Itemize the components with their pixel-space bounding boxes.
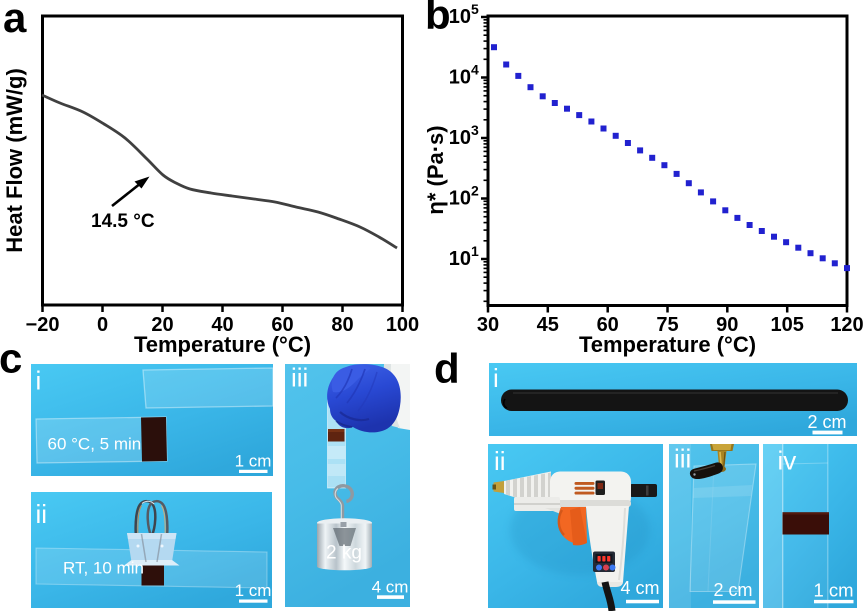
svg-text:10: 10 (449, 127, 471, 149)
svg-text:10: 10 (449, 67, 471, 89)
svg-text:Heat Flow (mW/g): Heat Flow (mW/g) (2, 68, 27, 253)
svg-text:ii: ii (494, 446, 506, 476)
svg-text:90: 90 (716, 314, 738, 336)
svg-text:i: i (36, 366, 42, 396)
svg-text:1 cm: 1 cm (813, 579, 853, 600)
svg-text:10: 10 (449, 248, 471, 270)
svg-text:i: i (493, 363, 499, 393)
svg-text:60: 60 (271, 314, 293, 336)
svg-text:5: 5 (471, 1, 479, 17)
svg-text:4 cm: 4 cm (620, 578, 659, 598)
svg-text:c: c (0, 335, 22, 382)
svg-text:45: 45 (537, 314, 559, 336)
svg-text:ii: ii (36, 499, 48, 529)
svg-text:30: 30 (477, 314, 499, 336)
svg-text:η* (Pa·s): η* (Pa·s) (423, 125, 448, 214)
svg-text:10: 10 (449, 6, 471, 28)
svg-text:60 °C, 5 min: 60 °C, 5 min (48, 435, 142, 454)
svg-text:d: d (434, 345, 460, 392)
svg-text:0: 0 (97, 314, 108, 336)
svg-text:iv: iv (778, 446, 797, 476)
svg-text:60: 60 (597, 314, 619, 336)
svg-text:1 cm: 1 cm (235, 581, 272, 600)
svg-text:120: 120 (830, 314, 863, 336)
svg-text:2 cm: 2 cm (713, 580, 752, 600)
svg-text:Temperature (°C): Temperature (°C) (134, 332, 311, 357)
svg-text:1 cm: 1 cm (235, 451, 272, 470)
svg-text:14.5 °C: 14.5 °C (91, 211, 155, 232)
svg-text:75: 75 (656, 314, 678, 336)
svg-text:a: a (3, 0, 27, 41)
svg-text:b: b (425, 0, 451, 38)
svg-text:Temperature (°C): Temperature (°C) (579, 332, 756, 357)
svg-text:2 cm: 2 cm (807, 412, 846, 432)
svg-text:3: 3 (471, 122, 479, 138)
svg-text:RT, 10 min: RT, 10 min (63, 559, 144, 578)
svg-text:iii: iii (674, 444, 691, 474)
svg-text:40: 40 (211, 314, 233, 336)
svg-text:1: 1 (471, 243, 479, 259)
svg-text:−20: −20 (26, 314, 60, 336)
svg-text:100: 100 (386, 314, 419, 336)
svg-text:2 kg: 2 kg (326, 543, 362, 564)
svg-text:2: 2 (471, 183, 479, 199)
svg-text:4: 4 (471, 62, 479, 78)
svg-text:iii: iii (291, 363, 308, 393)
svg-text:10: 10 (449, 188, 471, 210)
svg-text:105: 105 (771, 314, 804, 336)
svg-text:80: 80 (331, 314, 353, 336)
svg-text:20: 20 (151, 314, 173, 336)
svg-text:4 cm: 4 cm (372, 578, 409, 597)
